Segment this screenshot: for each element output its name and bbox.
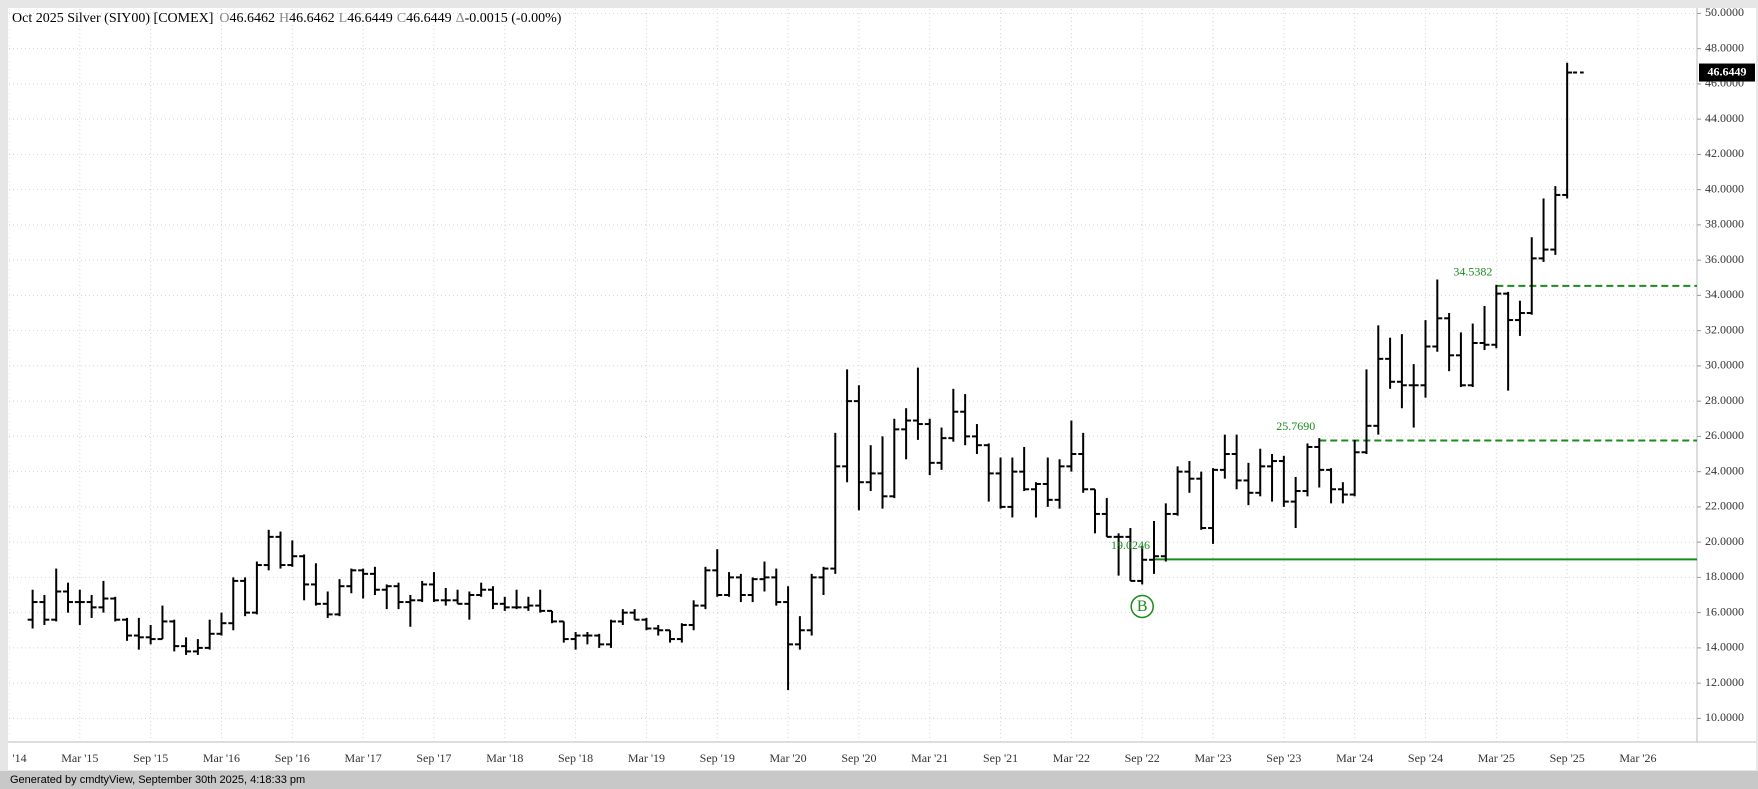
x-tick-label: Sep '19 (700, 751, 735, 765)
y-tick-label: 12.0000 (1705, 675, 1744, 689)
y-tick-label: 16.0000 (1705, 604, 1744, 618)
x-tick-label: Sep '23 (1266, 751, 1301, 765)
x-tick-label: Sep '18 (558, 751, 593, 765)
x-tick-label: Sep '15 (133, 751, 168, 765)
x-tick-label: Sep '20 (841, 751, 876, 765)
y-tick-label: 32.0000 (1705, 322, 1744, 336)
x-tick-label: Mar '25 (1478, 751, 1515, 765)
x-tick-label: Mar '15 (61, 751, 98, 765)
level-label: 34.5382 (1453, 265, 1492, 279)
x-tick-label: Sep '24 (1408, 751, 1443, 765)
y-tick-label: 26.0000 (1705, 428, 1744, 442)
footer-bar (0, 771, 1758, 789)
level-label: 19.0246 (1111, 538, 1150, 552)
last-price-label: 46.6449 (1708, 64, 1747, 78)
x-tick-label: Sep '17 (416, 751, 451, 765)
x-tick-label: Sep '25 (1550, 751, 1585, 765)
y-tick-label: 48.0000 (1705, 40, 1744, 54)
signal-marker (1130, 594, 1154, 619)
x-tick-label: Mar '16 (203, 751, 240, 765)
y-tick-label: 18.0000 (1705, 569, 1744, 583)
chart-header: Oct 2025 Silver (SIY00) [COMEX] O46.6462 H… (12, 11, 562, 26)
y-tick-label: 24.0000 (1705, 463, 1744, 477)
y-tick-label: 20.0000 (1705, 534, 1744, 548)
y-tick-label: 22.0000 (1705, 499, 1744, 513)
y-tick-label: 38.0000 (1705, 217, 1744, 231)
x-tick-label: Sep '14 (0, 751, 27, 765)
x-tick-label: Mar '26 (1619, 751, 1656, 765)
y-tick-label: 28.0000 (1705, 393, 1744, 407)
level-label: 25.7690 (1276, 419, 1315, 433)
summary-value: 46.6449 (406, 11, 452, 26)
x-tick-label: Mar '24 (1336, 751, 1373, 765)
x-tick-label: Mar '18 (486, 751, 523, 765)
y-tick-label: 30.0000 (1705, 358, 1744, 372)
x-tick-label: Mar '20 (769, 751, 806, 765)
y-tick-label: 14.0000 (1705, 640, 1744, 654)
summary-label: Δ (456, 11, 465, 26)
y-tick-label: 50.0000 (1705, 5, 1744, 19)
y-tick-label: 44.0000 (1705, 111, 1744, 125)
x-tick-label: Sep '16 (275, 751, 310, 765)
summary-value: 46.6462 (230, 11, 276, 26)
x-tick-label: Mar '19 (628, 751, 665, 765)
summary-label: L (339, 11, 348, 26)
x-tick-label: Mar '17 (345, 751, 382, 765)
x-tick-label: Sep '21 (983, 751, 1018, 765)
x-tick-label: Mar '22 (1053, 751, 1090, 765)
summary-value: 46.6462 (289, 11, 335, 26)
summary-label: O (219, 11, 229, 26)
y-tick-label: 36.0000 (1705, 252, 1744, 266)
y-tick-label: 42.0000 (1705, 146, 1744, 160)
summary-label: C (397, 11, 406, 26)
summary-label: H (279, 11, 289, 26)
signal-label: B (1137, 598, 1148, 615)
footer-text: Generated by cmdtyView, September 30th 2… (10, 774, 305, 786)
x-tick-label: Mar '23 (1194, 751, 1231, 765)
y-tick-label: 40.0000 (1705, 181, 1744, 195)
last-price-tag (1699, 63, 1755, 82)
x-tick-label: Sep '22 (1125, 751, 1160, 765)
summary-value: 46.6449 (347, 11, 393, 26)
summary-value: -0.0015 (-0.00%) (465, 11, 562, 26)
y-tick-label: 10.0000 (1705, 710, 1744, 724)
chart-title: Oct 2025 Silver (SIY00) [COMEX] (12, 11, 213, 26)
chart-background (8, 8, 1756, 770)
x-tick-label: Mar '21 (911, 751, 948, 765)
y-tick-label: 34.0000 (1705, 287, 1744, 301)
